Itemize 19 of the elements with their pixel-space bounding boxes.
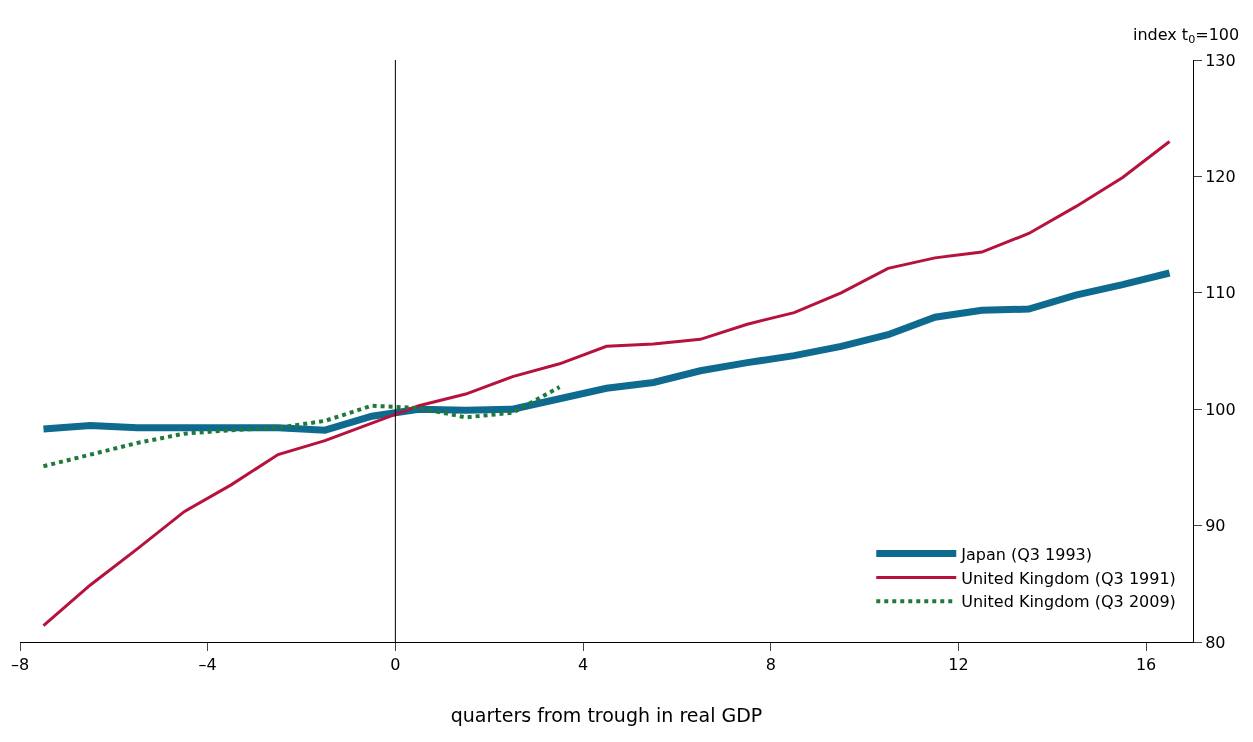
x-tick-label: 0: [390, 655, 401, 675]
y-tick-label: 130: [1205, 50, 1236, 70]
x-tick-label: 8: [765, 655, 776, 675]
y-tick-label: 110: [1205, 283, 1236, 303]
x-axis-title: quarters from trough in real GDP: [450, 704, 763, 726]
x-tick-label: 4: [577, 655, 589, 675]
legend-label: Japan (Q3 1993): [960, 544, 1093, 564]
y-tick-label: 80: [1205, 632, 1226, 652]
line-series: [41, 385, 562, 469]
y-tick-label: 120: [1205, 167, 1236, 186]
x-tick-label: –8: [10, 655, 30, 675]
x-tick-label: –4: [198, 655, 217, 675]
y-tick-label: 100: [1205, 399, 1236, 419]
legend-label: United Kingdom (Q3 1991): [961, 568, 1176, 588]
y-axis-title: index t$_{0}$=100: [1133, 25, 1240, 47]
y-tick-label: 90: [1205, 516, 1226, 536]
x-tick-label: 12: [948, 655, 969, 675]
legend-label: United Kingdom (Q3 2009): [961, 592, 1176, 612]
x-tick-label: 16: [1135, 655, 1157, 675]
